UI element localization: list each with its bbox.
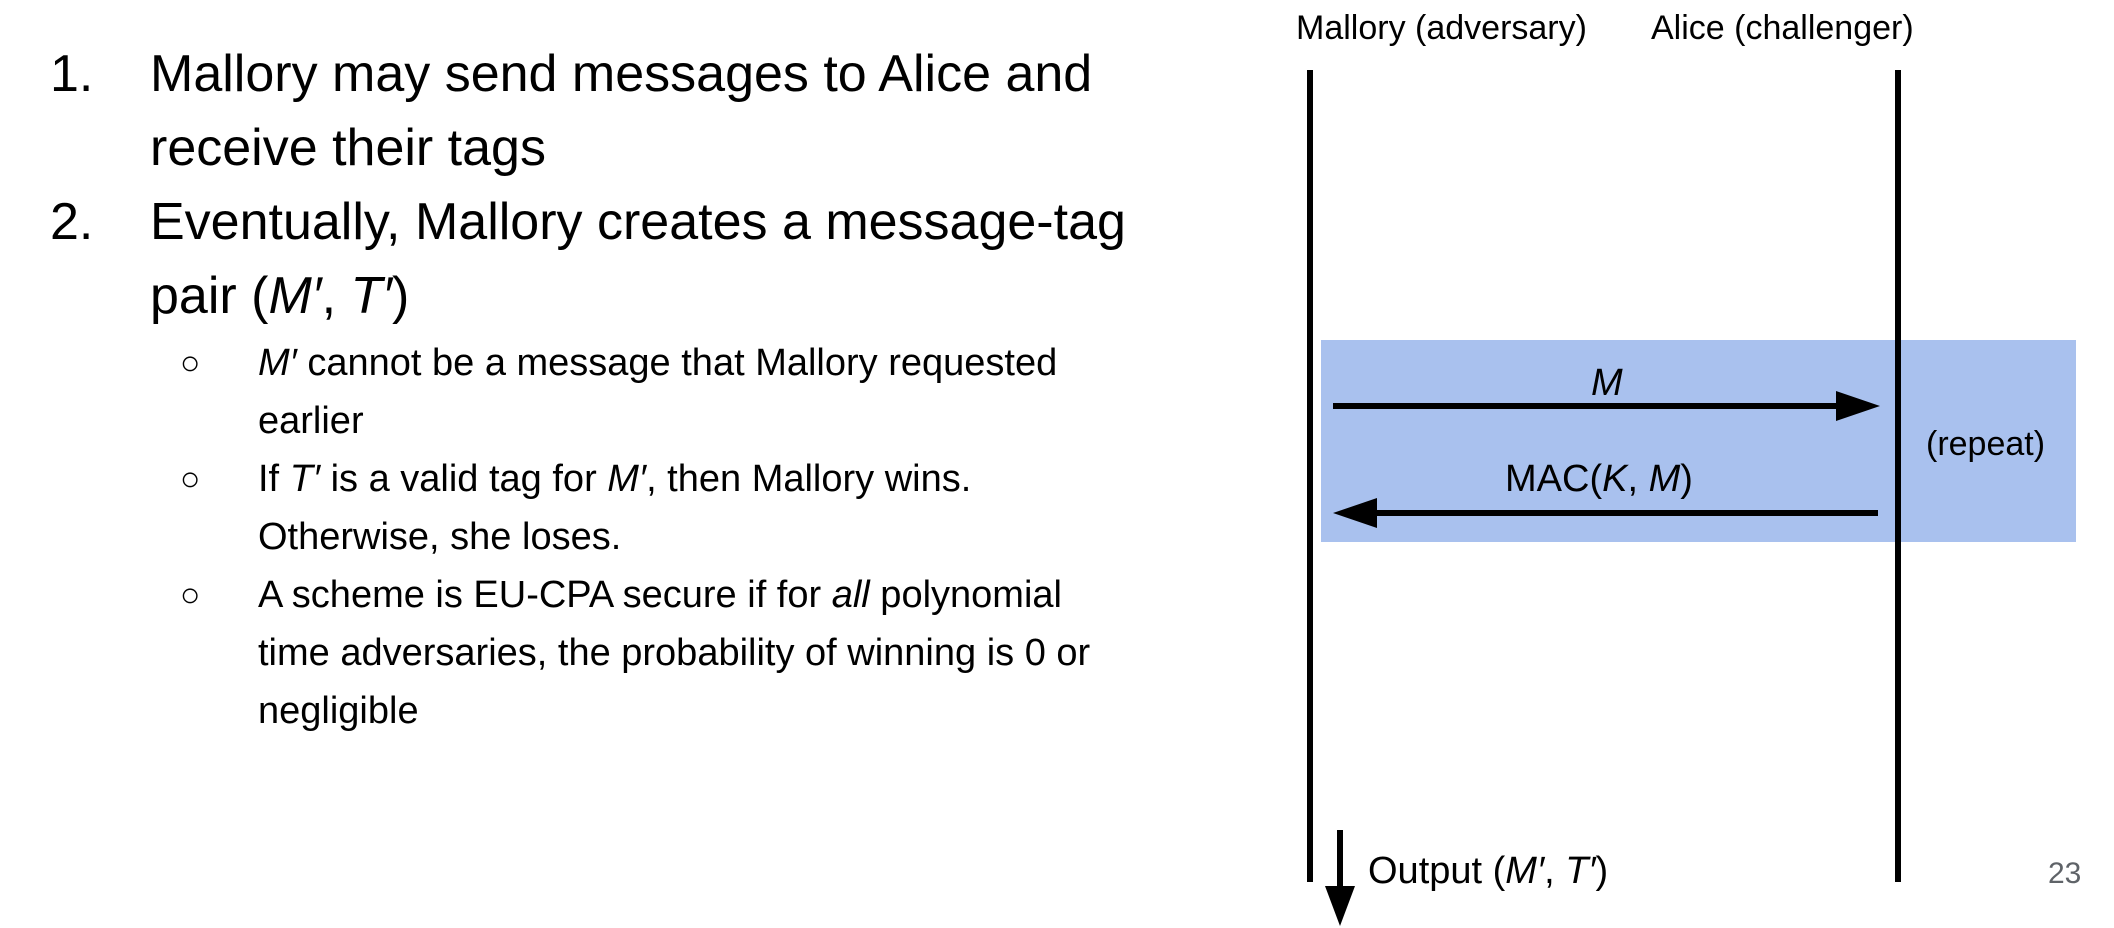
repeat-label: (repeat) [1926,425,2046,463]
sub-bullet-1: ○ [180,344,201,382]
mac-arrow [1333,498,1878,528]
repeat-highlight-box [1321,340,2076,542]
subitem3-line1: A scheme is EU-CPA secure if for all pol… [258,574,1062,616]
sub-bullet-2: ○ [180,460,201,498]
list-number-1: 1. [50,45,94,103]
sub-bullet-3: ○ [180,576,201,614]
mallory-label: Mallory (adversary) [1296,9,1587,47]
mac-label: MAC(K, M) [1505,458,1693,500]
subitem3-line2: time adversaries, the probability of win… [258,632,1091,674]
alice-label: Alice (challenger) [1651,9,1914,47]
item1-line1: Mallory may send messages to Alice and [150,45,1093,103]
message-label: M [1591,362,1623,404]
output-label: Output (M′, T′) [1368,850,1609,892]
message-arrow [1333,391,1880,421]
subitem1-line1: M′ cannot be a message that Mallory requ… [258,342,1058,384]
subitem1-line2: earlier [258,400,364,442]
subitem2-line1: If T′ is a valid tag for M′, then Mallor… [258,458,972,500]
list-number-2: 2. [50,193,94,251]
subitem3-line3: negligible [258,690,419,732]
item1-line2: receive their tags [150,119,546,177]
item2-line2: pair (M′, T′) [150,267,410,325]
output-arrow [1325,830,1355,926]
item2-line1: Eventually, Mallory creates a message-ta… [150,193,1126,251]
page-number: 23 [2048,857,2082,890]
subitem2-line2: Otherwise, she loses. [258,516,622,558]
